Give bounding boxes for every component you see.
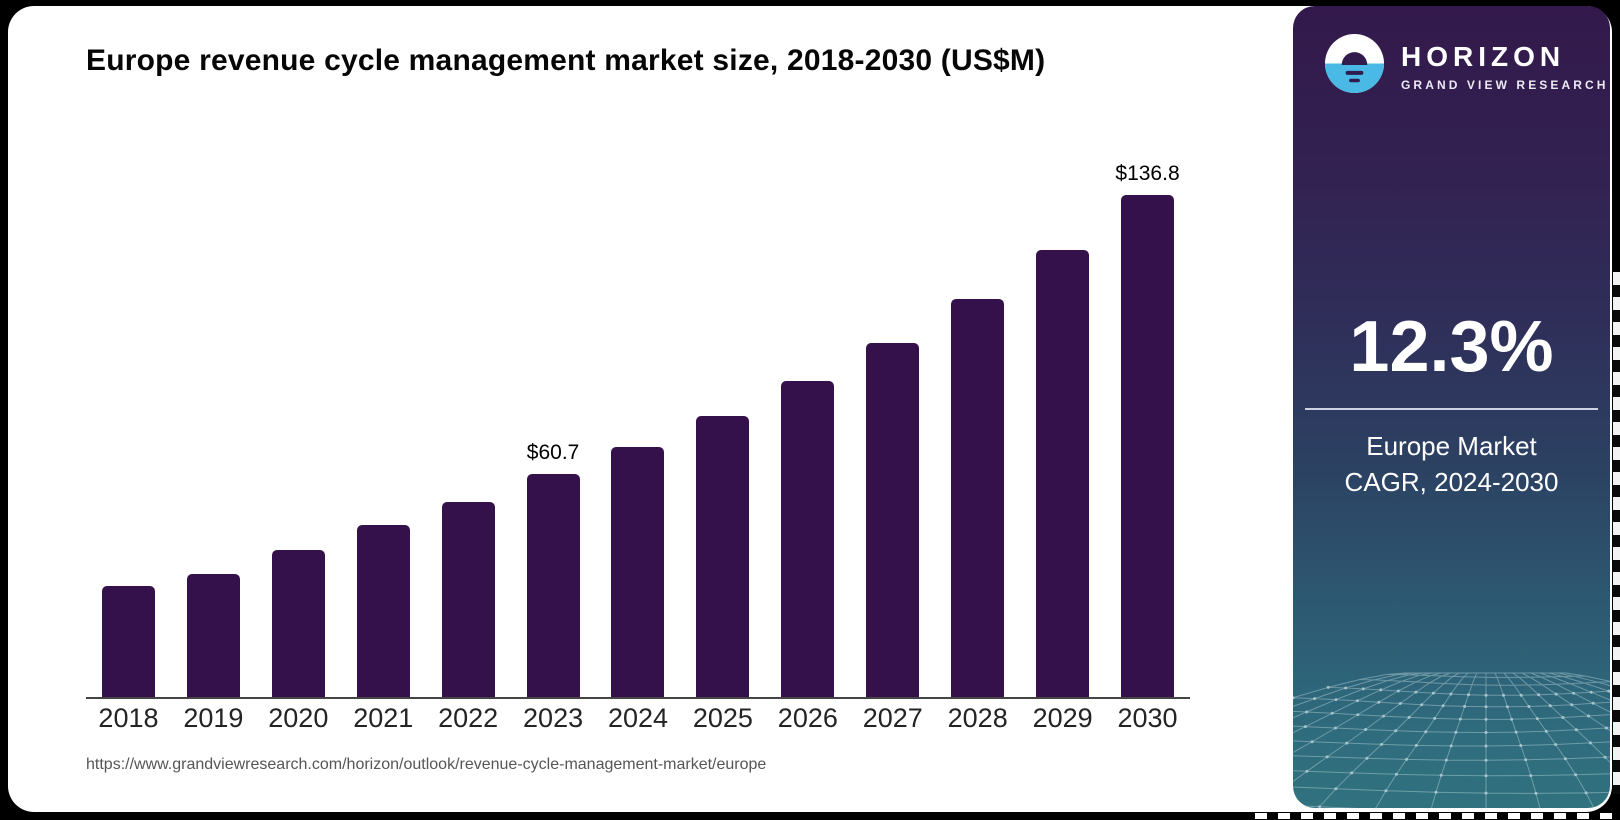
bar-slot-2029 — [1020, 176, 1105, 697]
x-axis-label-2030: 2030 — [1117, 703, 1178, 733]
bar-value-label-2030: $136.8 — [1115, 162, 1180, 185]
bar-slot-2021 — [341, 176, 426, 697]
bar-2024[interactable] — [611, 446, 665, 697]
bar-2021[interactable] — [356, 524, 410, 697]
x-axis-label-2023: 2023 — [523, 703, 584, 733]
brand-text: HORIZON GRAND VIEW RESEARCH — [1401, 41, 1609, 92]
x-axis-label-2028: 2028 — [947, 703, 1008, 733]
bar-2022[interactable] — [441, 502, 495, 697]
x-axis-label-2025: 2025 — [692, 703, 753, 733]
bar-slot-2018 — [86, 176, 171, 697]
brand-subtitle: GRAND VIEW RESEARCH — [1401, 77, 1609, 92]
cagr-label-line2: CAGR, 2024-2030 — [1344, 467, 1559, 497]
bar-2028[interactable] — [951, 298, 1005, 697]
bar-slot-2022 — [426, 176, 511, 697]
bar-slot-2023: $60.7 — [511, 176, 596, 697]
cagr-label-line1: Europe Market — [1366, 431, 1537, 461]
x-axis-label-2027: 2027 — [862, 703, 923, 733]
bar-2030[interactable] — [1121, 195, 1175, 697]
bar-2020[interactable] — [271, 549, 325, 697]
bar-slot-2019 — [171, 176, 256, 697]
x-axis-label-2029: 2029 — [1032, 703, 1093, 733]
bar-2029[interactable] — [1036, 249, 1090, 697]
cagr-block: 12.3% Europe Market CAGR, 2024-2030 — [1293, 306, 1610, 500]
bar-slot-2026 — [765, 176, 850, 697]
x-axis-label-2024: 2024 — [607, 703, 669, 733]
info-panel: HORIZON GRAND VIEW RESEARCH 12.3% Europe… — [1293, 6, 1610, 808]
chart-canvas: $60.7 $136.8 — [86, 162, 1190, 699]
bar-2018[interactable] — [101, 585, 155, 697]
x-axis-label-2020: 2020 — [268, 703, 329, 733]
bar-2023[interactable] — [526, 474, 580, 697]
brand-name: HORIZON — [1401, 40, 1566, 72]
x-axis-label-2021: 2021 — [353, 703, 414, 733]
right-edge-dashes — [1613, 272, 1620, 794]
bottom-edge-dashes — [1255, 813, 1615, 819]
cagr-divider — [1305, 408, 1598, 410]
x-axis-label-2019: 2019 — [183, 703, 244, 733]
bar-slot-2025 — [680, 176, 765, 697]
brand-logo: HORIZON GRAND VIEW RESEARCH — [1323, 32, 1609, 100]
bar-2026[interactable] — [781, 381, 835, 697]
mesh-pattern — [1293, 658, 1610, 808]
horizon-logo-icon — [1323, 32, 1386, 100]
bar-slot-2027 — [850, 176, 935, 697]
cagr-value: 12.3% — [1349, 307, 1554, 387]
bar-slot-2024 — [596, 176, 681, 697]
bar-slot-2028 — [935, 176, 1020, 697]
bar-slot-2030: $136.8 — [1105, 162, 1190, 697]
bar-slot-2020 — [256, 176, 341, 697]
x-axis-labels: 2018 2019 2020 2021 2022 2023 2024 2025 2026 2027… — [86, 703, 1190, 734]
x-axis-label-2026: 2026 — [777, 703, 838, 733]
bar-2019[interactable] — [186, 574, 240, 697]
x-axis-label-2022: 2022 — [438, 703, 499, 733]
source-url: https://www.grandviewresearch.com/horizo… — [86, 756, 767, 773]
bar-value-label-2023: $60.7 — [526, 441, 580, 465]
bar-2025[interactable] — [696, 415, 750, 697]
bar-2027[interactable] — [866, 342, 920, 697]
chart-title: Europe revenue cycle management market s… — [86, 44, 1046, 77]
x-axis-label-2018: 2018 — [98, 703, 159, 733]
